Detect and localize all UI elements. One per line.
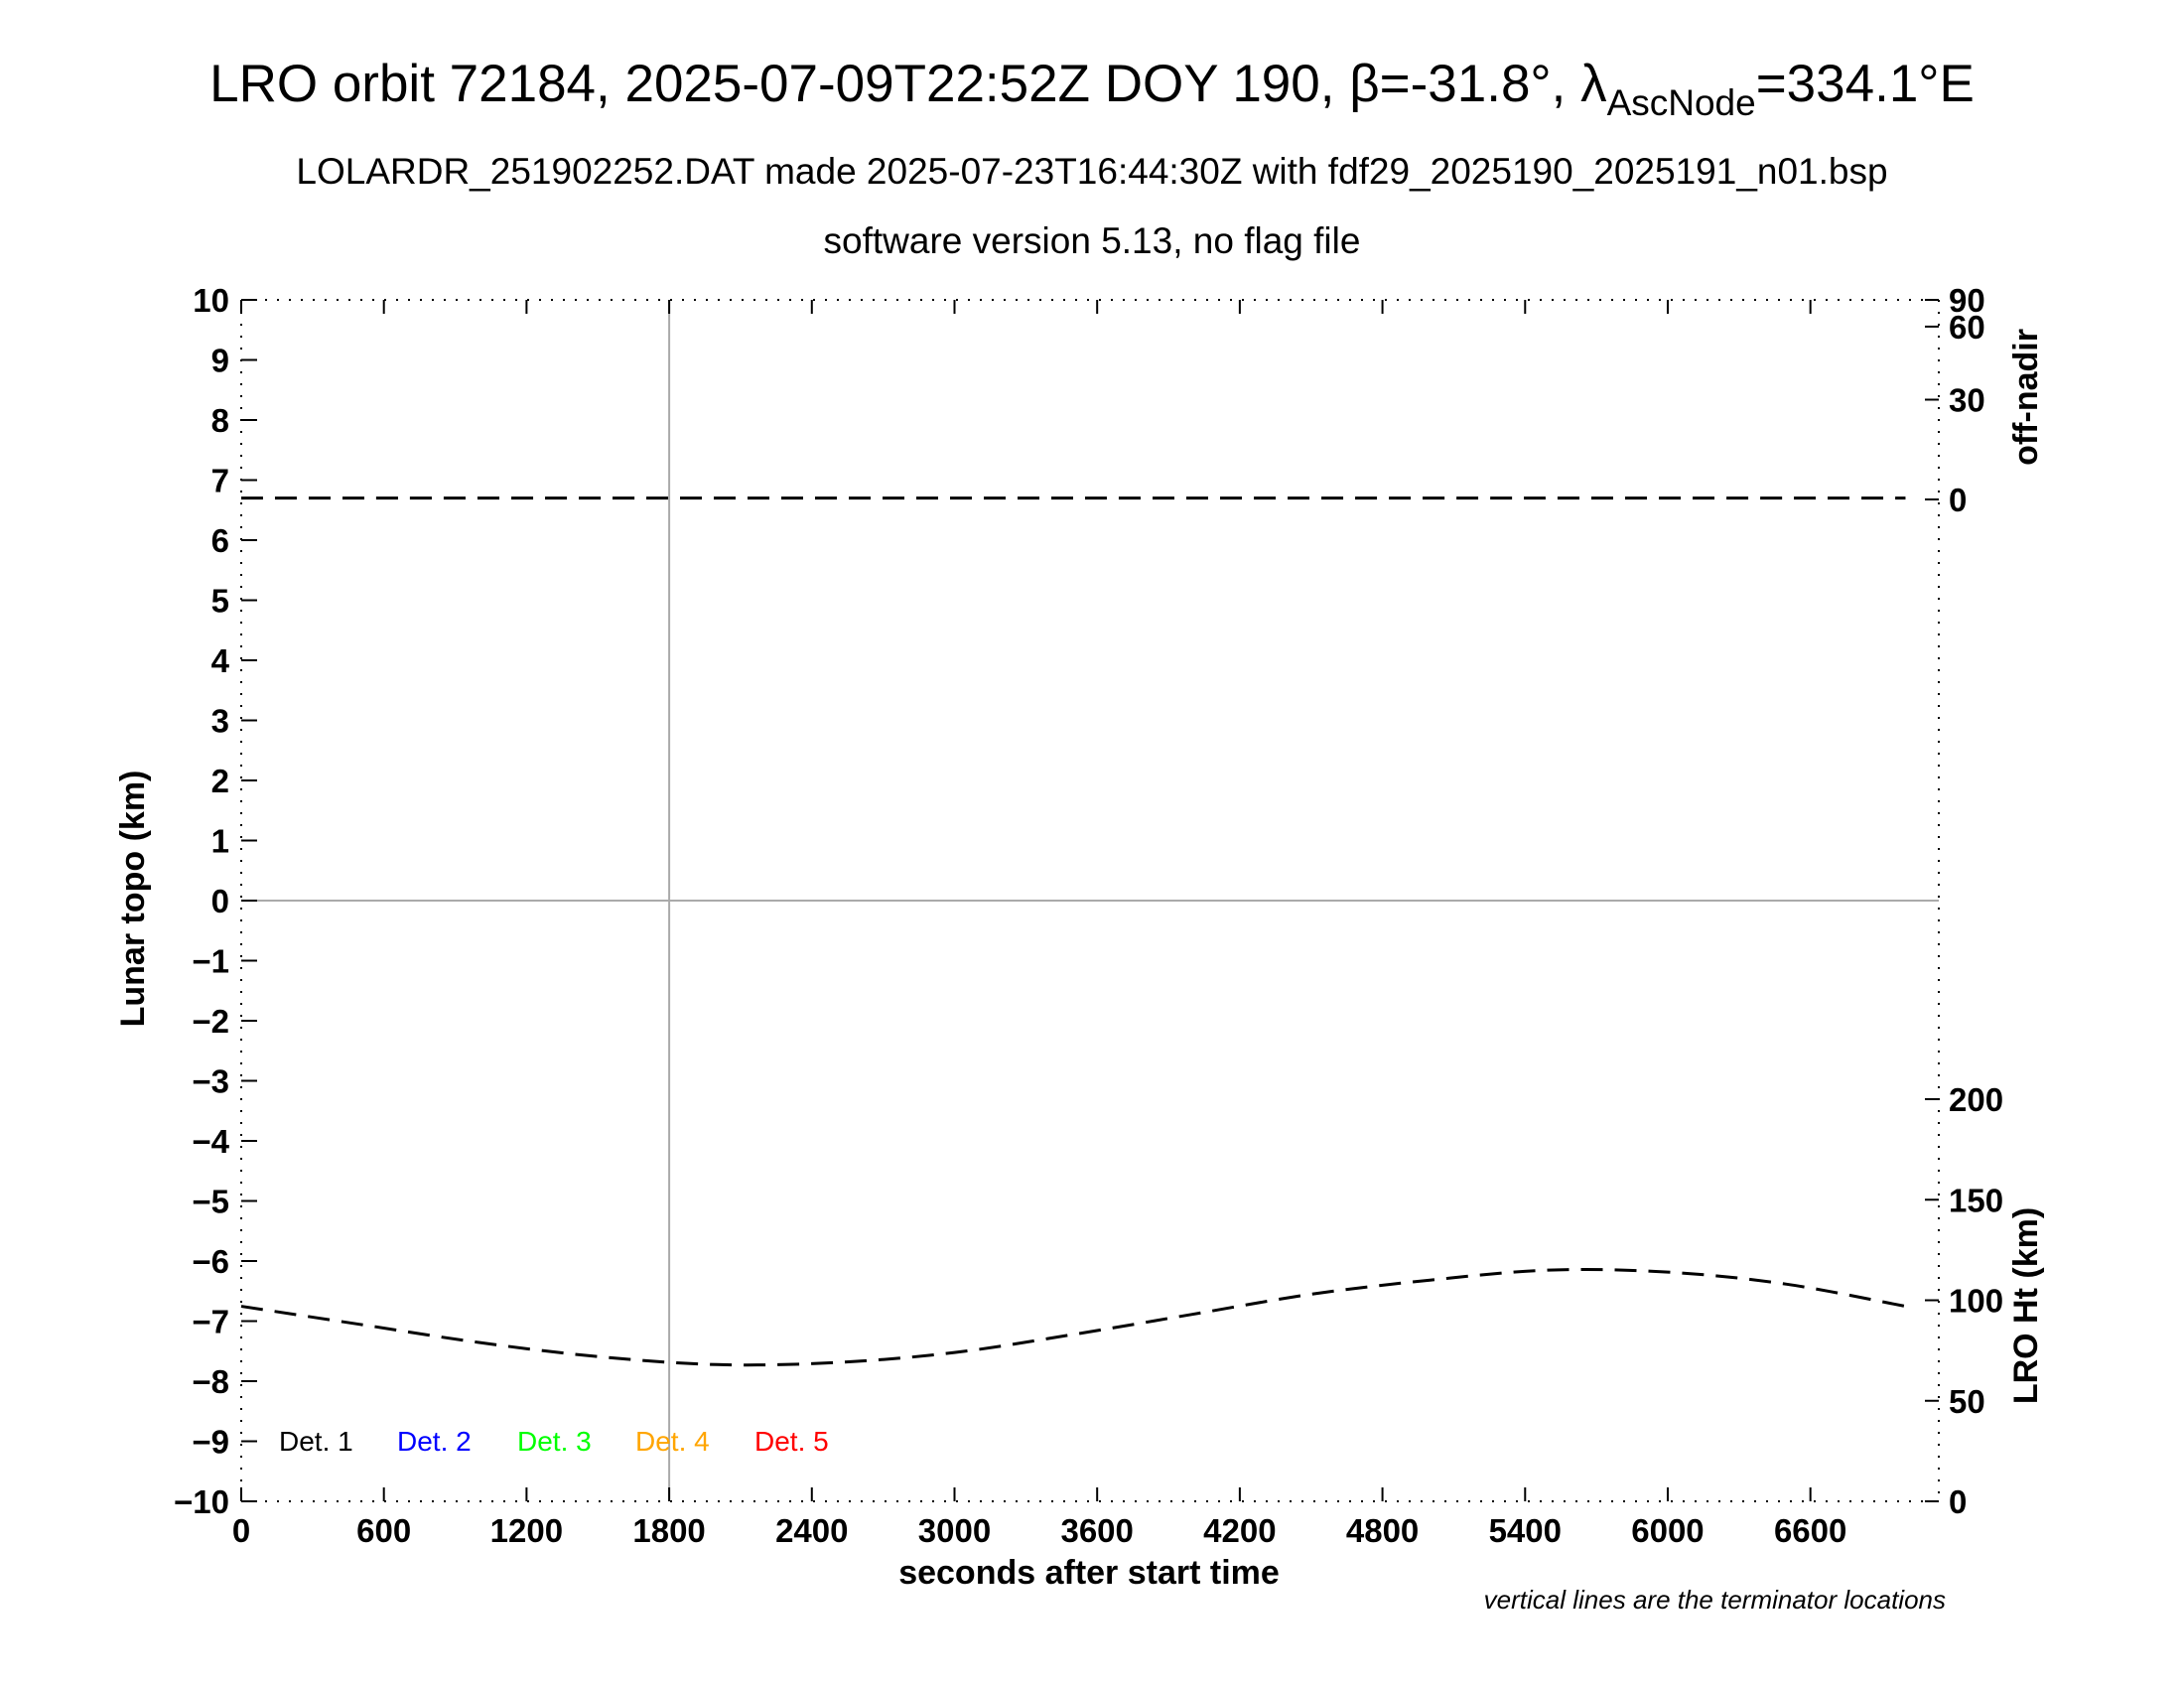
y-axis-label-height: LRO Ht (km) <box>2007 1207 2045 1404</box>
terminator-note: vertical lines are the terminator locati… <box>1484 1585 1946 1615</box>
y-tick-label: −10 <box>174 1483 229 1520</box>
y-tick-label: 6 <box>211 522 229 559</box>
height-series-line <box>240 1268 1906 1367</box>
y-tick-label: −8 <box>192 1363 229 1400</box>
x-tick-label: 3000 <box>918 1512 991 1549</box>
offnadir-tick-label: 0 <box>1949 482 1967 518</box>
height-tick-label: 150 <box>1949 1182 2003 1218</box>
plot-area: 0 600 1200 1800 2400 3000 3600 4200 4800 5400 6000… <box>174 282 2003 1549</box>
y-tick-label: −9 <box>192 1424 229 1461</box>
x-tick-label: 1800 <box>632 1512 705 1549</box>
x-tick-label: 4200 <box>1203 1512 1276 1549</box>
height-tick-label: 0 <box>1949 1483 1967 1520</box>
y-tick-label: 7 <box>211 463 229 499</box>
y-tick-label: 2 <box>211 763 229 799</box>
title-main: LRO orbit 72184, 2025-07-09T22:52Z DOY 1… <box>209 55 1607 113</box>
y-tick-label: 9 <box>211 343 229 379</box>
y-axis-label-offnadir: off-nadir <box>2007 329 2045 466</box>
height-tick-label: 50 <box>1949 1383 1985 1420</box>
y-tick-label: −1 <box>192 943 229 980</box>
x-tick-label: 6600 <box>1774 1512 1846 1549</box>
title-subscript: AscNode <box>1607 82 1756 123</box>
legend-entry-det-4: Det. 4 <box>635 1426 710 1457</box>
y-tick-label: −4 <box>192 1123 229 1160</box>
x-tick-label: 5400 <box>1489 1512 1562 1549</box>
y-tick-label: 10 <box>193 282 229 319</box>
offnadir-tick-label: 90 <box>1949 282 1985 319</box>
chart-title: LRO orbit 72184, 2025-07-09T22:52Z DOY 1… <box>209 55 1975 123</box>
y-tick-label: 0 <box>211 883 229 919</box>
height-tick-label: 200 <box>1949 1081 2003 1118</box>
y-axis-label-left: Lunar topo (km) <box>114 771 152 1028</box>
chart-subtitle-2: software version 5.13, no flag file <box>824 220 1361 261</box>
y-tick-label: 8 <box>211 402 229 439</box>
legend-entry-det-5: Det. 5 <box>754 1426 829 1457</box>
y-tick-label: 3 <box>211 703 229 740</box>
y-tick-label: 4 <box>211 642 230 679</box>
offnadir-tick-label: 60 <box>1949 309 1985 346</box>
x-tick-label: 0 <box>232 1512 250 1549</box>
x-tick-label: 600 <box>356 1512 411 1549</box>
title-end: =334.1°E <box>1756 55 1975 113</box>
x-axis-label: seconds after start time <box>898 1554 1280 1592</box>
x-tick-label: 2400 <box>775 1512 848 1549</box>
height-tick-label: 100 <box>1949 1283 2003 1320</box>
legend-entry-det-3: Det. 3 <box>517 1426 592 1457</box>
y-tick-label: −5 <box>192 1184 229 1220</box>
y-tick-label: −3 <box>192 1063 229 1100</box>
offnadir-tick-label: 30 <box>1949 382 1985 419</box>
y-tick-label: −7 <box>192 1304 229 1340</box>
x-tick-label: 6000 <box>1631 1512 1704 1549</box>
x-tick-label: 3600 <box>1060 1512 1133 1549</box>
y-tick-label: −6 <box>192 1243 229 1280</box>
y-tick-label: 5 <box>211 583 229 620</box>
y-tick-label: −2 <box>192 1003 229 1040</box>
y-tick-label: 1 <box>211 823 229 860</box>
x-tick-label: 4800 <box>1346 1512 1419 1549</box>
x-tick-label: 1200 <box>490 1512 563 1549</box>
chart-subtitle-1: LOLARDR_251902252.DAT made 2025-07-23T16… <box>296 151 1887 192</box>
legend-entry-det-2: Det. 2 <box>397 1426 472 1457</box>
legend-entry-det-1: Det. 1 <box>279 1426 353 1457</box>
